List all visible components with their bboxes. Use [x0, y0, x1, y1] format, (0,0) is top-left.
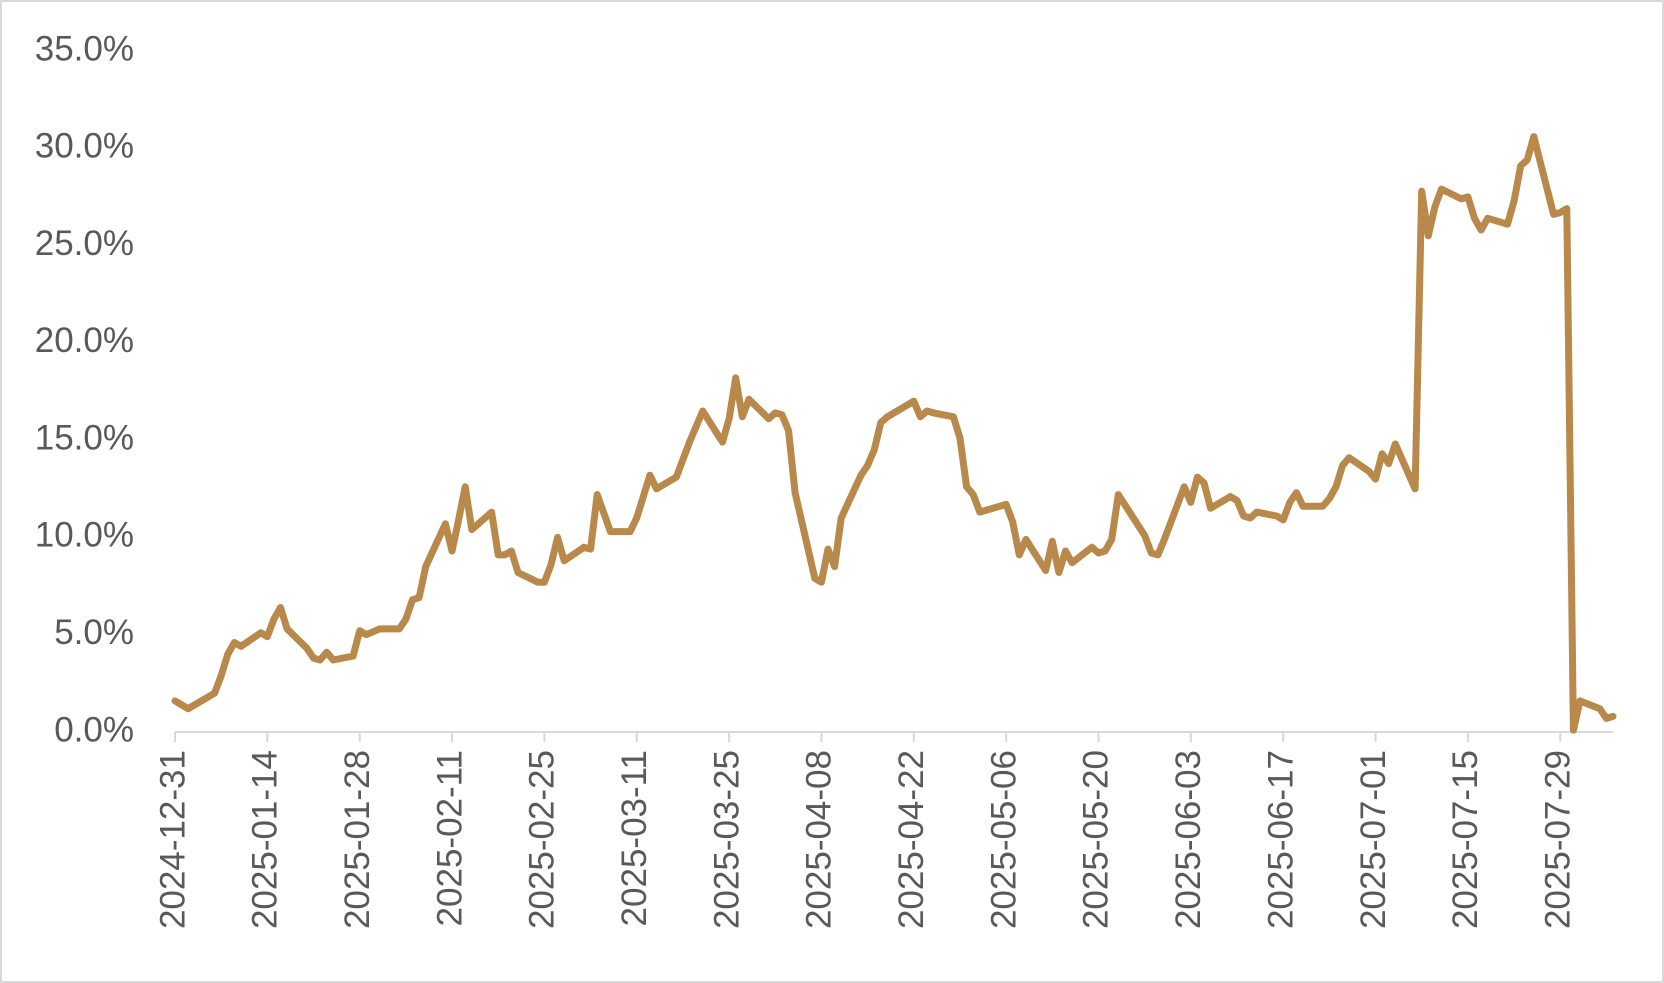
x-tick-label: 2025-05-20: [1077, 750, 1116, 929]
y-tick-label: 10.0%: [35, 516, 134, 555]
x-tick-label: 2025-07-29: [1538, 750, 1577, 929]
x-tick-label: 2025-02-11: [430, 750, 469, 926]
y-tick-label: 20.0%: [35, 321, 134, 360]
x-tick-label: 2025-01-28: [338, 750, 377, 929]
x-tick-label: 2025-04-22: [892, 750, 931, 929]
data-line: [171, 133, 1617, 734]
y-tick-label: 30.0%: [35, 127, 134, 166]
x-tick-label: 2025-06-03: [1169, 750, 1208, 929]
y-tick-label: 0.0%: [54, 710, 134, 749]
x-tick-label: 2025-07-01: [1354, 750, 1393, 929]
x-tick-label: 2025-06-17: [1261, 750, 1300, 929]
x-tick-label: 2025-01-14: [246, 750, 285, 929]
x-tick-label: 2025-07-15: [1446, 750, 1485, 929]
x-tick-label: 2025-03-25: [707, 750, 746, 929]
y-tick-label: 15.0%: [35, 418, 134, 457]
x-tick-label: 2025-03-11: [615, 750, 654, 926]
x-tick-label: 2025-05-06: [984, 750, 1023, 929]
x-tick-label: 2025-02-25: [523, 750, 562, 929]
x-tick-label: 2024-12-31: [153, 750, 192, 929]
y-tick-label: 5.0%: [54, 613, 134, 652]
x-tick-label: 2025-04-08: [800, 750, 839, 929]
y-tick-label: 35.0%: [35, 29, 134, 68]
y-tick-label: 25.0%: [35, 224, 134, 263]
